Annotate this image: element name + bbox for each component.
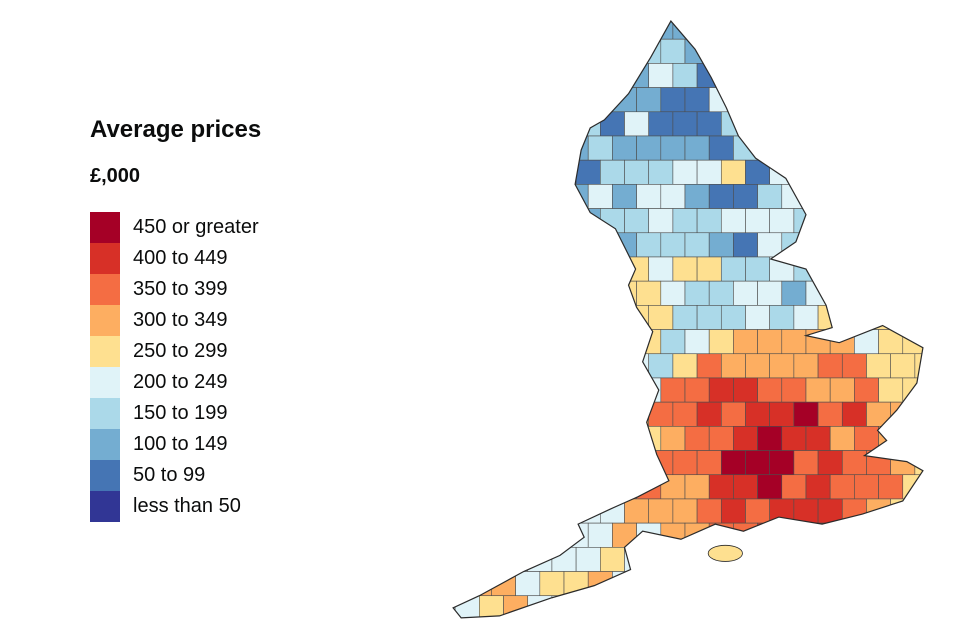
legend-swatch: [90, 490, 120, 522]
legend-item-label: 250 to 299: [133, 339, 228, 362]
legend-items: 450 or greater 400 to 449 350 to 399 300 to…: [90, 211, 261, 522]
legend-item-label: 100 to 149: [133, 432, 228, 455]
legend-swatch: [90, 428, 120, 460]
legend-swatch: [90, 211, 120, 243]
legend-item: 150 to 199: [90, 397, 261, 429]
legend-item-label: 400 to 449: [133, 246, 228, 269]
legend-item: 350 to 399: [90, 273, 261, 305]
legend-swatch: [90, 335, 120, 367]
legend-swatch: [90, 397, 120, 429]
england-outline: [452, 19, 924, 619]
legend-item: less than 50: [90, 490, 261, 522]
map-container: [428, 15, 943, 630]
isle-of-wight: [707, 544, 743, 562]
legend-item-label: 200 to 249: [133, 370, 228, 393]
legend-item: 50 to 99: [90, 459, 261, 491]
legend-swatch: [90, 459, 120, 491]
legend-item: 100 to 149: [90, 428, 261, 460]
legend-unit: £,000: [90, 164, 141, 187]
legend-item-label: less than 50: [133, 494, 241, 517]
map-legend: Average prices £,000 450 or greater 400 t…: [90, 116, 261, 522]
legend-swatch: [90, 273, 120, 305]
legend-item-label: 450 or greater: [133, 215, 259, 238]
legend-item: 300 to 349: [90, 304, 261, 336]
legend-item-label: 350 to 399: [133, 277, 228, 300]
legend-item-label: 50 to 99: [133, 463, 206, 486]
legend-swatch: [90, 304, 120, 336]
legend-item: 250 to 299: [90, 335, 261, 367]
legend-item: 200 to 249: [90, 366, 261, 398]
legend-item: 400 to 449: [90, 242, 261, 274]
legend-swatch: [90, 366, 120, 398]
legend-item: 450 or greater: [90, 211, 261, 243]
legend-swatch: [90, 242, 120, 274]
legend-item-label: 300 to 349: [133, 308, 228, 331]
legend-title: Average prices: [90, 116, 262, 143]
england-choropleth-map: [452, 19, 924, 619]
legend-item-label: 150 to 199: [133, 401, 228, 424]
